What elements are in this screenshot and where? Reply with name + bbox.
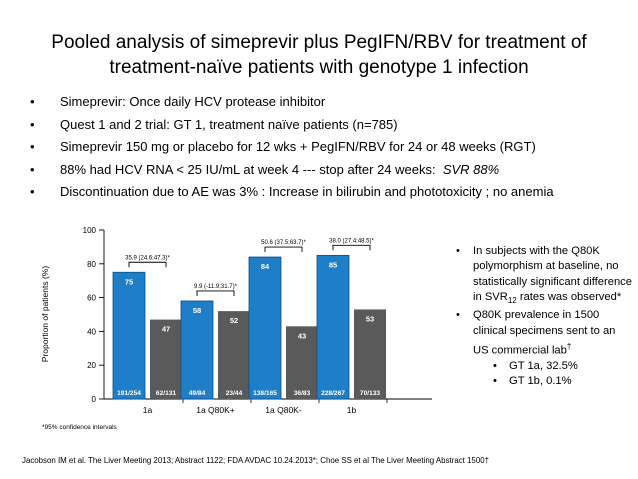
difference-label: 38.0 (27.4;48.5)* [329,238,374,244]
bar-value-label: 52 [230,316,238,325]
bullet-dot: • [30,184,35,199]
x-category-label: 1a Q80K- [265,405,302,415]
difference-label: 35.9 (24.6;47.3)* [125,255,170,261]
bar-value-label: 75 [125,277,133,286]
bullet-item: • 88% had HCV RNA < 25 IU/mL at week 4 --… [30,161,630,184]
dagger-mark: † [566,342,572,352]
svr-subscript: 12 [507,296,517,306]
x-category-label: 1a Q80K+ [196,405,235,415]
bar-series2 [150,319,182,399]
bar-series1 [112,271,146,400]
y-tick-label: 80 [87,260,96,269]
bar-series1 [316,254,350,400]
y-tick-label: 0 [92,395,97,404]
bar-count-label: 70/133 [360,390,381,397]
difference-label: 50.6 (37.5;63.7)* [261,240,306,246]
bar-value-label: 85 [329,260,337,269]
chart-footnote: *95% confidence intervals [42,424,118,431]
bullet-item: • Simeprevir: Once daily HCV protease inh… [30,93,630,116]
bar-series2 [354,309,386,399]
side-note-q80k-svr: In subjects with the Q80K polymorphism a… [452,244,632,308]
bullet-item: • Discontinuation due to AE was 3% : Incr… [30,183,630,206]
x-category-label: 1b [347,405,357,415]
title-line-2: treatment-naïve patients with genotype 1… [109,57,529,78]
difference-bracket [264,246,303,253]
y-tick-label: 100 [83,226,97,235]
bar-count-label: 36/83 [294,390,311,397]
bullet-text: Simeprevir: Once daily HCV protease inhi… [60,94,326,109]
bar-count-label: 191/254 [117,390,141,397]
difference-bracket [128,261,167,268]
bar-count-label: 228/267 [321,390,345,397]
bar-count-label: 138/165 [253,390,277,397]
genotype-sublist: GT 1a, 32.5% GT 1b, 0.1% [473,359,632,390]
y-tick-label: 20 [87,361,96,370]
subitem-gt1b: GT 1b, 0.1% [473,374,632,390]
bar-value-label: 84 [261,262,270,271]
bullet-dot: • [30,94,35,109]
side-notes: In subjects with the Q80K polymorphism a… [452,244,632,390]
bar-count-label: 62/131 [156,390,177,397]
bullet-dot: • [30,139,35,154]
x-category-label: 1a [143,405,153,415]
bullet-text: Discontinuation due to AE was 3% : Incre… [60,184,554,199]
difference-label: 9.9 (-11.9;31.7)* [194,284,238,290]
bar-series1 [180,300,214,400]
slide-title: Pooled analysis of simeprevir plus PegIF… [20,30,618,80]
bullet-list: • Simeprevir: Once daily HCV protease inh… [30,93,630,206]
bar-series2 [286,326,318,399]
bullet-dot: • [30,116,35,132]
difference-bracket [332,244,371,251]
bullet-item: • Quest 1 and 2 trial: GT 1, treatment na… [30,116,630,139]
bar-value-label: 53 [366,314,374,323]
bar-value-label: 58 [193,306,201,315]
bar-series1 [248,256,282,400]
bar-count-label: 49/84 [189,390,206,397]
bar-series2 [218,311,250,399]
side-note-q80k-prevalence: Q80K prevalence in 1500 clinical specime… [452,308,632,390]
subitem-gt1a: GT 1a, 32.5% [473,359,632,375]
bullet-item: • Simeprevir 150 mg or placebo for 12 wks… [30,138,630,161]
y-tick-label: 60 [87,294,96,303]
title-line-1: Pooled analysis of simeprevir plus PegIF… [51,32,587,53]
bullet-dot: • [30,161,35,177]
bar-value-label: 47 [162,325,170,334]
y-tick-label: 40 [87,327,96,336]
bullet-text: Simeprevir 150 mg or placebo for 12 wks … [60,139,536,154]
y-axis-label: Proportion of patients (%) [40,266,50,363]
bar-value-label: 43 [298,331,306,340]
bullet-text: Quest 1 and 2 trial: GT 1, treatment naï… [60,116,398,132]
citation: Jacobson IM et al. The Liver Meeting 201… [22,456,489,465]
bar-count-label: 23/44 [226,390,243,397]
bullet-text: 88% had HCV RNA < 25 IU/mL at week 4 ---… [60,161,436,177]
difference-bracket [196,290,235,296]
svr-emphasis: SVR 88% [442,161,500,177]
